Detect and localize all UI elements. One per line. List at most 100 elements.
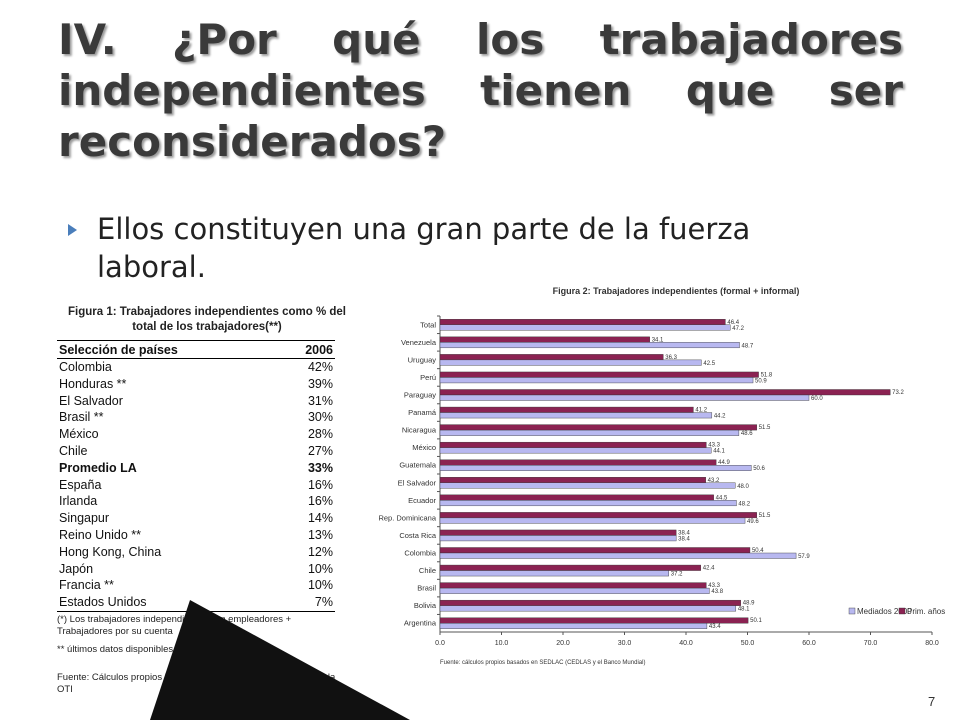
bar-prim-90s xyxy=(439,319,726,325)
data-label-mediados-2000: 48.2 xyxy=(738,501,750,507)
bar-mediados-2000 xyxy=(439,552,797,559)
bar-prim-90s xyxy=(439,494,714,501)
bar-prim-90s xyxy=(439,477,706,483)
figure2-chart: Figura 2: Trabajadores independientes (f… xyxy=(378,286,947,666)
data-label-mediados-2000: 48.0 xyxy=(737,484,749,490)
bar-mediados-2000 xyxy=(439,342,740,349)
y-tick-label: Nicaragua xyxy=(402,426,437,435)
x-tick-label: 40.0 xyxy=(679,640,693,647)
bar-mediados-2000 xyxy=(439,587,710,594)
country-name: Francia ** xyxy=(59,578,114,593)
country-value: 31% xyxy=(307,393,333,408)
country-value: 33% xyxy=(307,460,333,475)
legend-label-prim-90s: Prim. años 90s xyxy=(907,607,947,616)
table-row: Chile 27% xyxy=(57,443,335,460)
y-tick-label: Perú xyxy=(420,373,436,382)
country-value: 39% xyxy=(307,376,333,391)
data-label-mediados-2000: 50.6 xyxy=(753,466,765,472)
bar-mediados-2000 xyxy=(439,377,754,384)
country-value: 13% xyxy=(307,527,333,542)
data-label-prim-90s: 38.4 xyxy=(678,530,690,536)
data-label-mediados-2000: 60.0 xyxy=(811,396,823,402)
bar-mediados-2000 xyxy=(439,324,731,331)
bar-prim-90s xyxy=(439,617,749,624)
data-label-prim-90s: 41.2 xyxy=(695,408,707,414)
x-tick-label: 30.0 xyxy=(618,640,632,647)
y-tick-label: Guatemala xyxy=(399,461,437,470)
page-number: 7 xyxy=(928,694,936,709)
country-value: 42% xyxy=(307,360,333,374)
table-row: México 28% xyxy=(57,426,335,443)
country-value: 16% xyxy=(307,494,333,509)
bullet-text: Ellos constituyen una gran parte de la f… xyxy=(97,212,751,284)
data-label-mediados-2000: 38.4 xyxy=(678,536,690,542)
y-tick-label: Chile xyxy=(419,566,436,575)
data-label-prim-90s: 51.5 xyxy=(759,513,771,519)
bar-mediados-2000 xyxy=(439,623,708,629)
x-tick-label: 80.0 xyxy=(925,640,939,647)
data-label-mediados-2000: 47.2 xyxy=(732,326,744,332)
country-value: 7% xyxy=(277,594,335,612)
bar-mediados-2000 xyxy=(439,429,740,436)
swoosh-shape xyxy=(150,600,410,720)
table-row: Hong Kong, China 12% xyxy=(57,544,335,561)
table-row: Honduras ** 39% xyxy=(57,376,335,393)
y-tick-label: Brasil xyxy=(417,584,436,593)
y-tick-label: Panamá xyxy=(408,408,437,417)
data-label-mediados-2000: 50.9 xyxy=(755,378,767,384)
countries-table: Selección de países 2006 Colombia 42% Hond… xyxy=(57,340,335,612)
legend-swatch-prim-90s xyxy=(898,607,906,615)
y-tick-label: Venezuela xyxy=(401,338,437,347)
bar-prim-90s xyxy=(439,371,759,378)
bar-prim-90s xyxy=(439,389,891,396)
bar-mediados-2000 xyxy=(439,359,702,366)
bar-prim-90s xyxy=(439,599,741,606)
bar-mediados-2000 xyxy=(439,394,810,401)
data-label-prim-90s: 44.9 xyxy=(718,460,730,466)
table-row: Irlanda 16% xyxy=(57,493,335,510)
legend-label-mediados-2000: Mediados 2000 xyxy=(857,607,912,616)
data-label-mediados-2000: 49.6 xyxy=(747,519,759,525)
country-name: Estados Unidos xyxy=(57,594,278,612)
country-name: España xyxy=(59,477,102,492)
figure1-title: Figura 1: Trabajadores independientes co… xyxy=(68,306,346,333)
data-label-mediados-2000: 44.2 xyxy=(714,414,726,420)
y-tick-label: Argentina xyxy=(404,619,437,628)
data-label-mediados-2000: 43.4 xyxy=(709,624,721,630)
chart-source: Fuente: cálculos propios basados en SEDL… xyxy=(440,660,645,666)
bar-mediados-2000 xyxy=(439,465,752,471)
bar-prim-90s xyxy=(439,582,707,589)
country-name: Brasil ** xyxy=(59,410,104,425)
data-label-prim-90s: 43.3 xyxy=(708,583,720,589)
data-label-prim-90s: 36.3 xyxy=(665,355,677,361)
table-row: Estados Unidos 7% xyxy=(57,594,335,612)
bar-mediados-2000 xyxy=(439,500,737,507)
data-label-mediados-2000: 37.2 xyxy=(671,572,683,578)
data-label-prim-90s: 42.4 xyxy=(703,566,715,572)
country-name: Irlanda xyxy=(59,494,98,509)
bullet-arrow-icon xyxy=(68,224,77,236)
bar-prim-90s xyxy=(439,512,757,519)
slide-title: IV. ¿Por qué los trabajadores independie… xyxy=(58,14,903,116)
table-row: Reino Unido ** 13% xyxy=(57,527,335,544)
data-label-mediados-2000: 48.1 xyxy=(738,607,750,613)
table-row: Promedio LA 33% xyxy=(57,460,335,477)
header-year: 2006 xyxy=(277,340,335,359)
data-label-mediados-2000: 44.1 xyxy=(713,449,725,455)
table-row: Japón 10% xyxy=(57,561,335,578)
data-label-prim-90s: 48.9 xyxy=(743,601,755,607)
y-tick-label: Ecuador xyxy=(408,496,436,505)
data-label-mediados-2000: 48.7 xyxy=(742,343,754,349)
table-row: Francia ** 10% xyxy=(57,577,335,594)
bar-prim-90s xyxy=(439,336,650,343)
data-label-prim-90s: 50.1 xyxy=(750,618,762,624)
country-value: 10% xyxy=(307,578,333,593)
x-tick-label: 20.0 xyxy=(556,640,570,647)
data-label-mediados-2000: 42.5 xyxy=(703,361,715,367)
data-label-mediados-2000: 48.6 xyxy=(741,431,753,437)
country-value: 28% xyxy=(307,427,333,442)
y-tick-label: México xyxy=(412,443,436,452)
data-label-prim-90s: 46.4 xyxy=(727,320,739,326)
y-tick-label: Rep. Dominicana xyxy=(378,513,436,522)
figure1-note-1: (*) Los trabajadores independientes son … xyxy=(57,614,292,637)
